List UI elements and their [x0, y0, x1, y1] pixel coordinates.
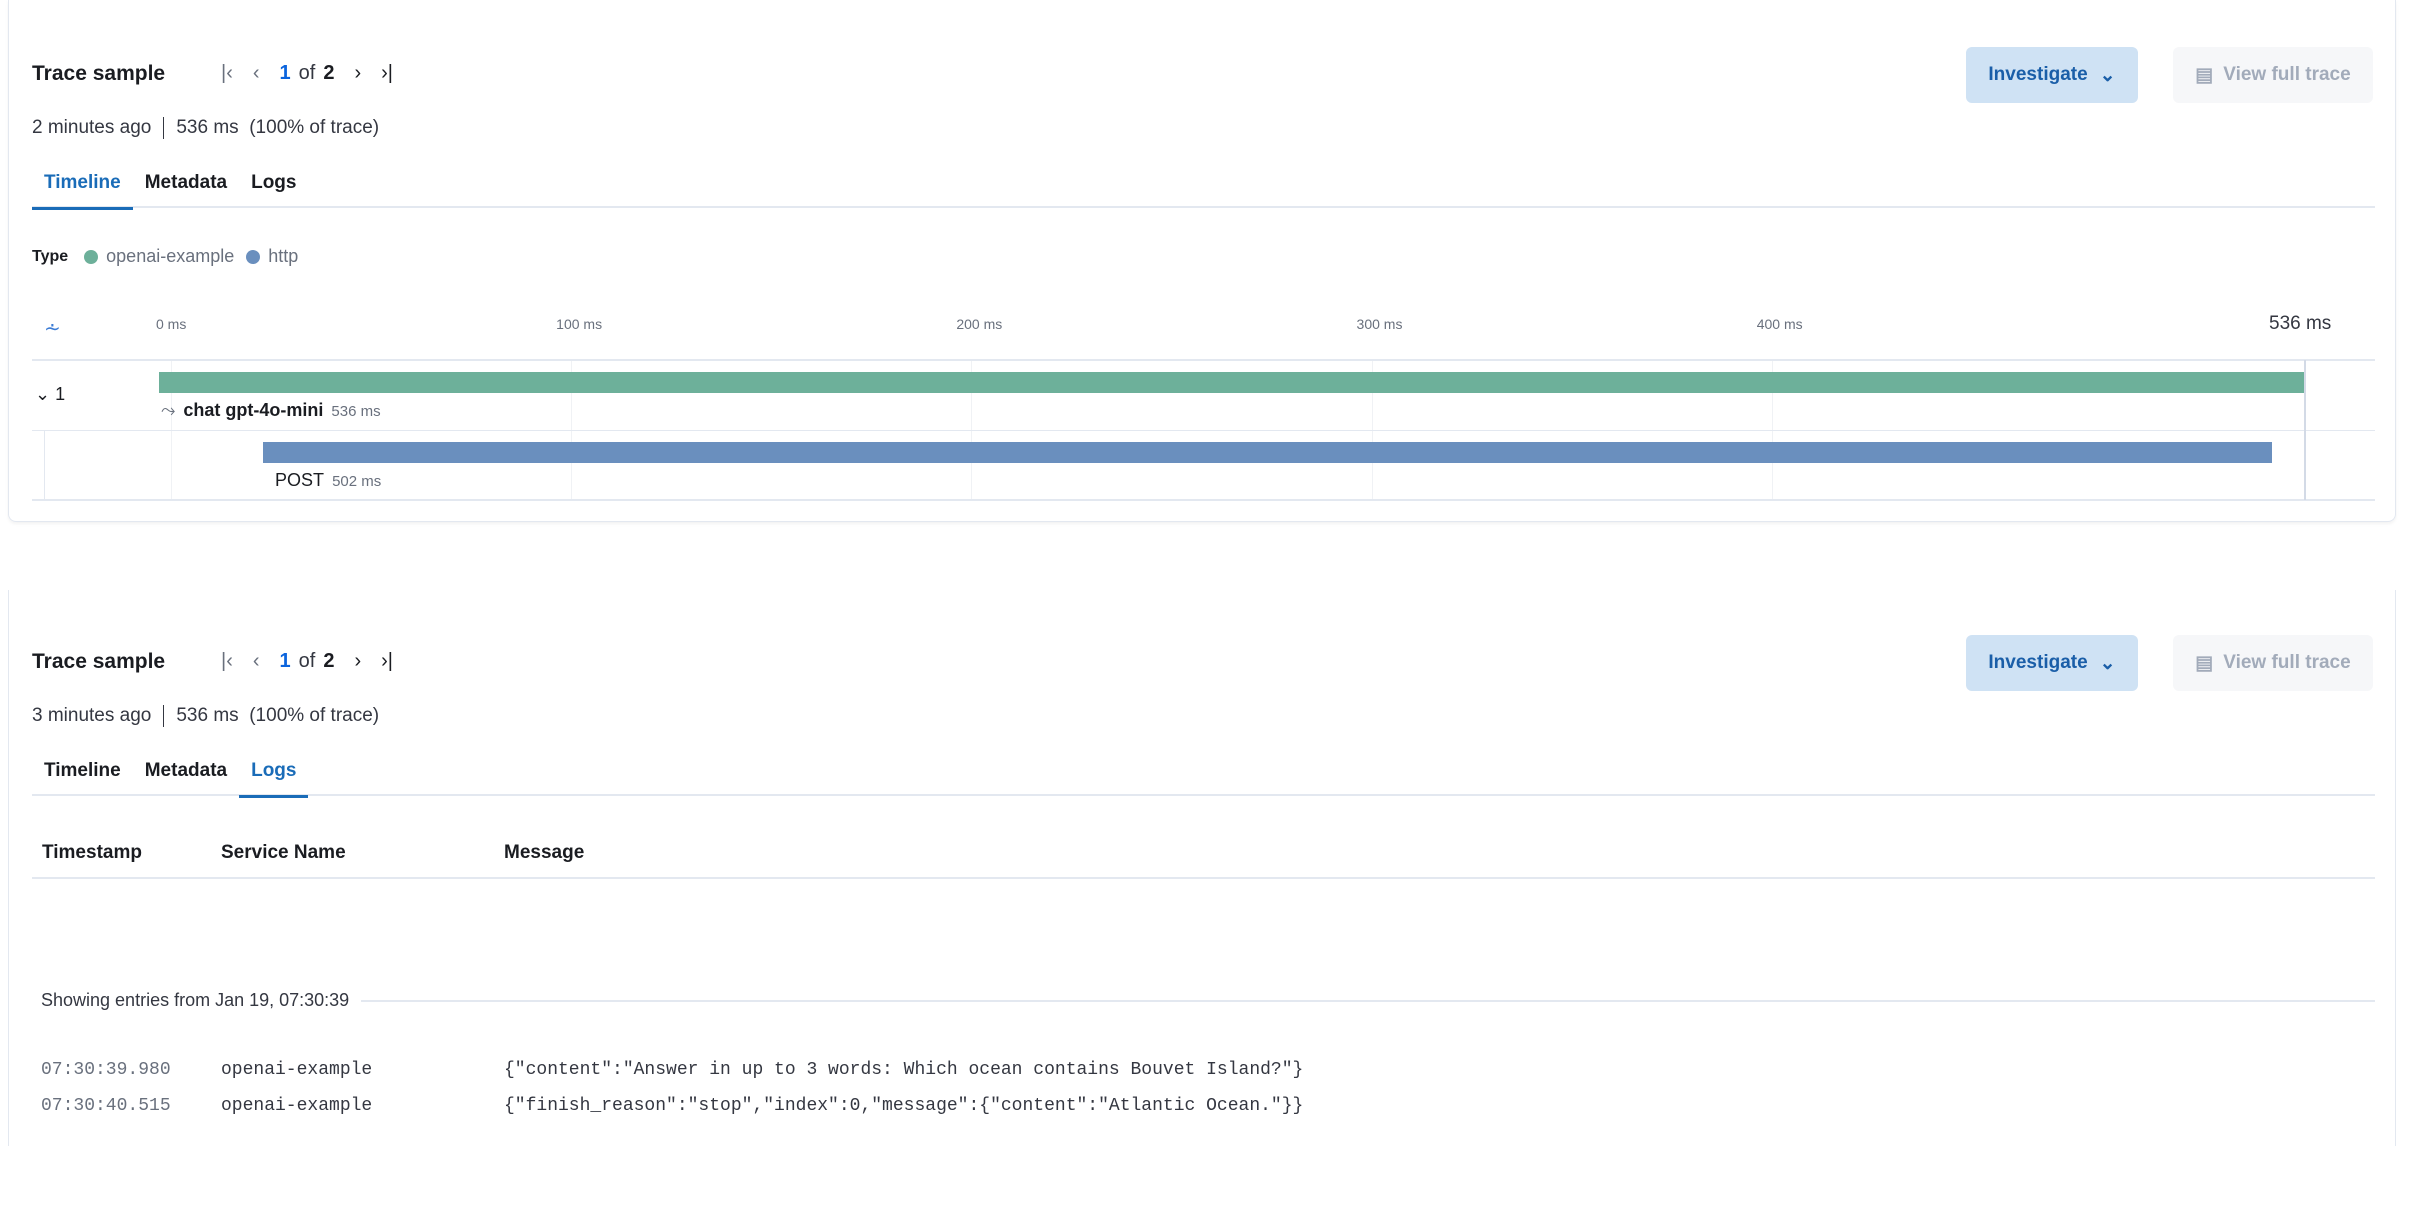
panel-title: Trace sample [32, 650, 166, 673]
log-timestamp: 07:30:39.980 [41, 1060, 171, 1080]
chevron-down-icon: ⌄ [35, 384, 51, 404]
trace-age: 2 minutes ago [32, 117, 152, 139]
tab-logs[interactable]: Logs [239, 756, 309, 798]
pager: |‹ ‹ 1 of 2 › ›| [221, 650, 393, 673]
first-page-icon[interactable]: |‹ [221, 650, 233, 672]
first-page-icon[interactable]: |‹ [221, 62, 233, 84]
total-pages: 2 [323, 62, 335, 84]
timeline-tick-label: 200 ms [956, 316, 1003, 332]
log-message: {"content":"Answer in up to 3 words: Whi… [504, 1060, 1304, 1080]
span-bar[interactable] [159, 372, 2304, 393]
timeline-tick-label: 100 ms [556, 316, 603, 332]
span-bar[interactable] [263, 442, 2272, 463]
span-duration: 502 ms [332, 473, 382, 490]
timeline-tick-label: 0 ms [156, 316, 187, 332]
last-page-icon[interactable]: ›| [381, 62, 393, 84]
trace-age: 3 minutes ago [32, 705, 152, 727]
total-pages: 2 [323, 650, 335, 672]
span-label[interactable]: ⤳ chat gpt-4o-mini 536 ms [161, 400, 381, 421]
trace-percent: (100% of trace) [249, 705, 380, 727]
group-count: 1 [55, 384, 66, 404]
trace-duration: 536 ms [176, 705, 239, 727]
trace-sample-panel-logs: Trace sample |‹ ‹ 1 of 2 › ›| Investigat… [8, 590, 2396, 1146]
span-link-icon: ⤳ [161, 400, 176, 420]
tab-timeline[interactable]: Timeline [44, 760, 121, 781]
previous-page-icon[interactable]: ‹ [252, 650, 260, 672]
next-page-icon[interactable]: › [354, 650, 362, 672]
tab-metadata[interactable]: Metadata [144, 172, 228, 193]
trace-duration: 536 ms [176, 117, 239, 139]
legend-item-http: http [268, 246, 299, 266]
current-page: 1 [279, 62, 291, 84]
document-icon: ▤ [2195, 64, 2214, 86]
group-toggle[interactable]: ⌄ 1 [35, 384, 65, 405]
chevron-down-icon: ⌄ [2099, 64, 2116, 86]
panel-title: Trace sample [32, 62, 166, 85]
log-service-name: openai-example [221, 1096, 373, 1116]
legend-dot-openai [84, 249, 99, 264]
pager: |‹ ‹ 1 of 2 › ›| [221, 62, 393, 85]
trace-sample-panel-timeline: Trace sample |‹ ‹ 1 of 2 › ›| Investigat… [8, 0, 2396, 522]
tab-timeline[interactable]: Timeline [32, 168, 133, 210]
investigate-label: Investigate [1988, 64, 2088, 85]
view-full-trace-label: View full trace [2223, 652, 2351, 673]
timeline-end-label: 536 ms [2269, 313, 2332, 334]
column-header-service-name[interactable]: Service Name [221, 842, 346, 863]
span-name: chat gpt-4o-mini [183, 400, 324, 420]
pager-of: of [298, 650, 316, 672]
view-full-trace-label: View full trace [2223, 64, 2351, 85]
column-header-message[interactable]: Message [504, 842, 585, 863]
span-duration: 536 ms [331, 403, 381, 420]
span-label[interactable]: POST 502 ms [275, 470, 381, 491]
legend-item-openai: openai-example [106, 246, 235, 266]
last-page-icon[interactable]: ›| [381, 650, 393, 672]
investigate-button[interactable]: Investigate ⌄ [1966, 635, 2138, 691]
separator-text: Showing entries from Jan 19, 07:30:39 [41, 990, 350, 1010]
trace-percent: (100% of trace) [249, 117, 380, 139]
column-header-timestamp[interactable]: Timestamp [42, 842, 142, 863]
view-full-trace-button[interactable]: ▤ View full trace [2173, 635, 2373, 691]
timeline-tick-label: 400 ms [1756, 316, 1803, 332]
timeline-end-marker [2304, 360, 2306, 500]
trace-meta: 2 minutes ago 536 ms (100% of trace) [32, 117, 379, 139]
span-name: POST [275, 470, 325, 490]
log-message: {"finish_reason":"stop","index":0,"messa… [504, 1096, 1304, 1116]
log-date-separator: Showing entries from Jan 19, 07:30:39 [41, 990, 2375, 1011]
type-legend: Type openai-example http [32, 246, 298, 267]
current-page: 1 [279, 650, 291, 672]
document-icon: ▤ [2195, 652, 2214, 674]
legend-dot-http [246, 249, 261, 264]
timeline-tick-label: 300 ms [1356, 316, 1403, 332]
tabs: Timeline Metadata Logs [32, 168, 2375, 210]
log-timestamp: 07:30:40.515 [41, 1096, 171, 1116]
previous-page-icon[interactable]: ‹ [252, 62, 260, 84]
tab-logs[interactable]: Logs [251, 172, 297, 193]
view-full-trace-button[interactable]: ▤ View full trace [2173, 47, 2373, 103]
collapse-all-icon[interactable]: ⩪ [44, 318, 61, 340]
tabs: Timeline Metadata Logs [32, 756, 2375, 798]
pager-of: of [298, 62, 316, 84]
tab-metadata[interactable]: Metadata [144, 760, 228, 781]
investigate-button[interactable]: Investigate ⌄ [1966, 47, 2138, 103]
legend-label: Type [32, 247, 69, 265]
investigate-label: Investigate [1988, 652, 2088, 673]
chevron-down-icon: ⌄ [2099, 652, 2116, 674]
next-page-icon[interactable]: › [354, 62, 362, 84]
log-service-name: openai-example [221, 1060, 373, 1080]
trace-meta: 3 minutes ago 536 ms (100% of trace) [32, 705, 379, 727]
